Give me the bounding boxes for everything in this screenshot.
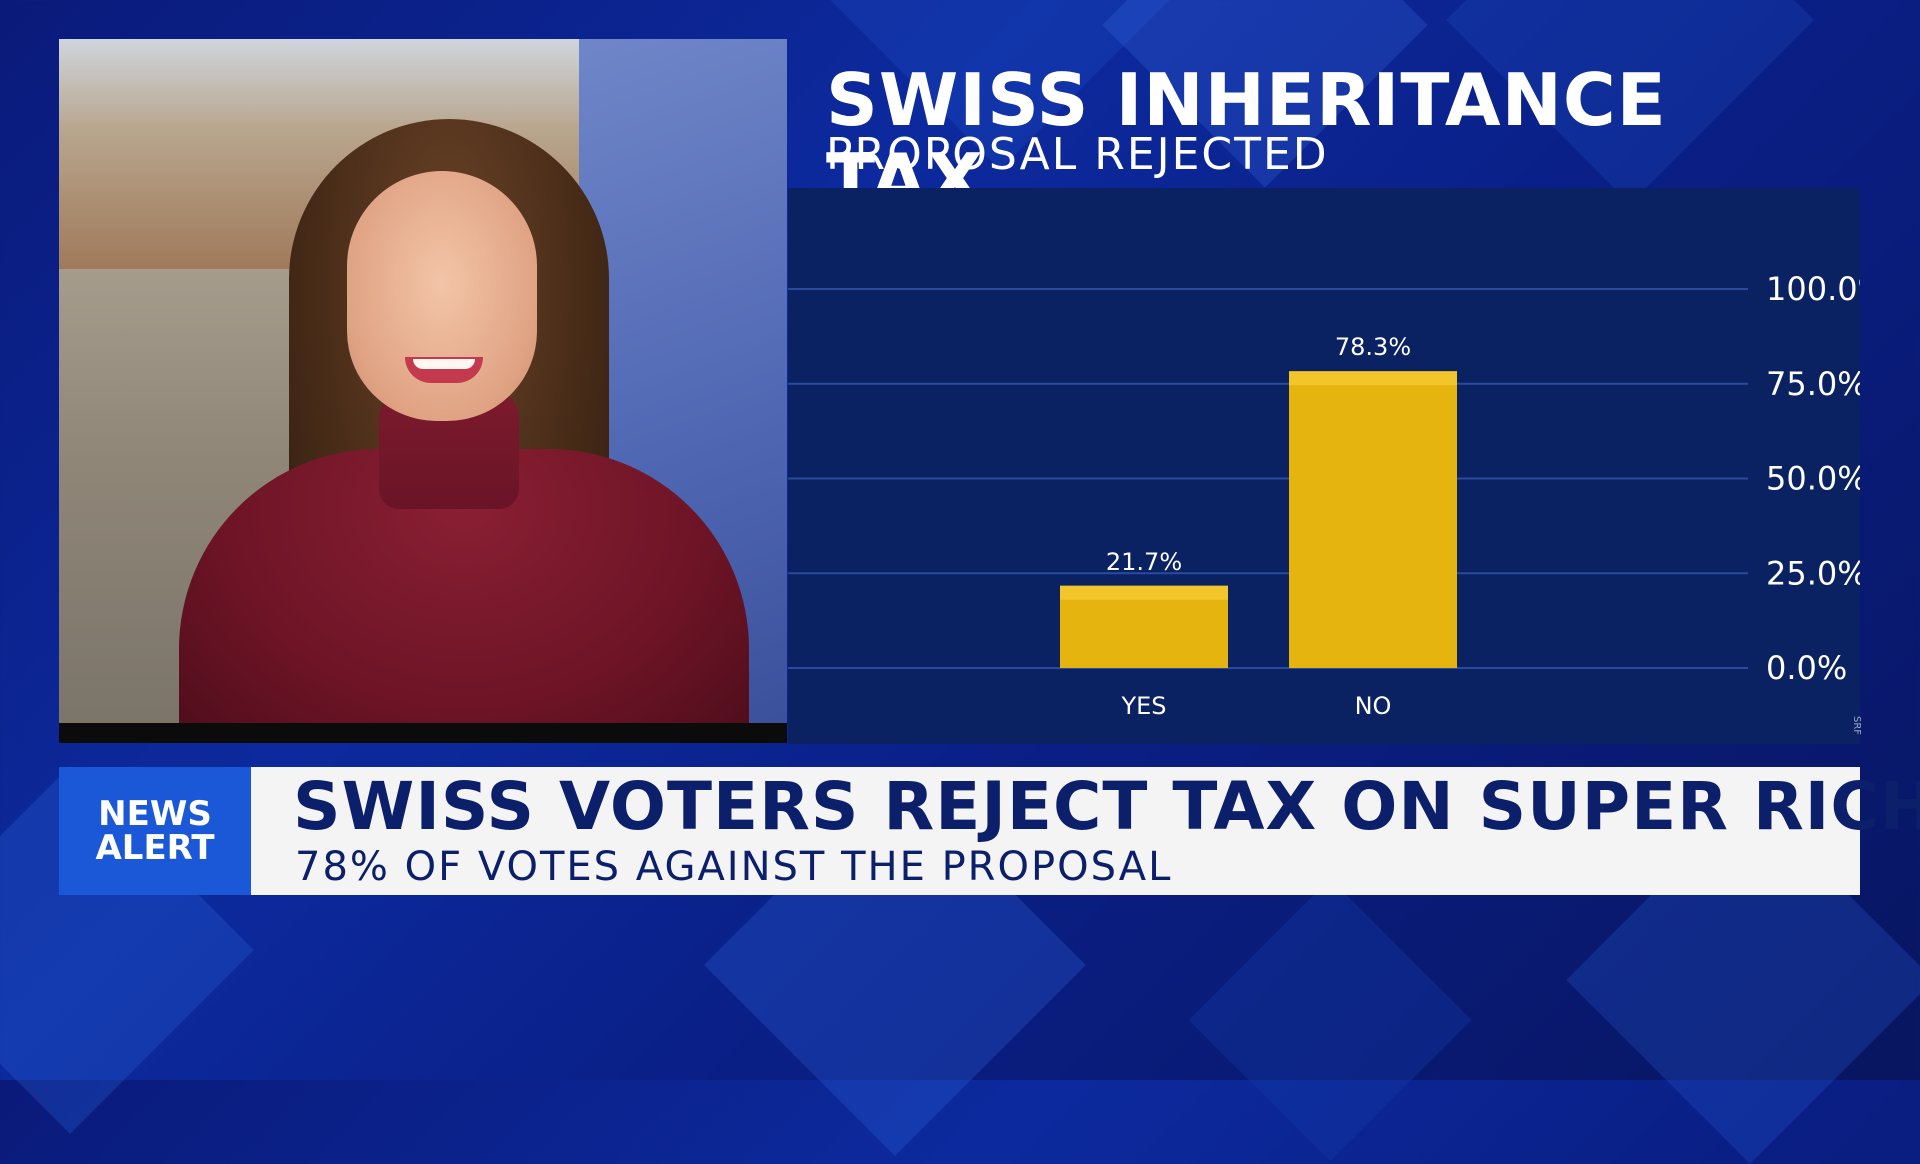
news-alert-line2: ALERT: [95, 828, 215, 868]
headline: SWISS VOTERS REJECT TAX ON SUPER RICH: [293, 768, 1920, 845]
data-label: 21.7%: [1106, 548, 1182, 576]
bar-cap: [1289, 371, 1457, 386]
x-category-label: NO: [1355, 692, 1392, 720]
chart-panel: 0.0% 25.0% 50.0% 75.0% 100.0% 21.7% YES 78.3% NO: [788, 188, 1860, 744]
subheadline: 78% OF VOTES AGAINST THE PROPOSAL: [295, 844, 1173, 890]
bar-cap: [1060, 585, 1228, 600]
x-category-label: YES: [1120, 692, 1166, 720]
video-bottom-edge: [59, 723, 787, 743]
reporter-face: [347, 171, 537, 421]
bar-no: [1289, 371, 1457, 668]
y-tick-label: 75.0%: [1766, 365, 1860, 403]
reporter-teeth: [413, 359, 475, 369]
data-label: 78.3%: [1335, 333, 1411, 361]
bar-chart: 0.0% 25.0% 50.0% 75.0% 100.0% 21.7% YES 78.3% NO: [788, 270, 1860, 720]
y-tick-label: 25.0%: [1766, 554, 1860, 592]
lower-third-banner: NEWS ALERT SWISS VOTERS REJECT TAX ON SU…: [59, 767, 1920, 895]
background-cube: [1188, 878, 1472, 1162]
source-mark: SRF: [1851, 716, 1862, 736]
y-tick-label: 100.0%: [1766, 270, 1860, 308]
news-alert-badge: NEWS ALERT: [59, 767, 251, 895]
chart-subtitle: PROPOSAL REJECTED: [826, 129, 1329, 180]
reporter-video-feed: [59, 39, 787, 743]
reporter: [179, 119, 749, 743]
y-tick-label: 50.0%: [1766, 460, 1860, 498]
y-tick-label: 0.0%: [1766, 649, 1847, 687]
news-alert-line1: NEWS: [98, 794, 212, 834]
